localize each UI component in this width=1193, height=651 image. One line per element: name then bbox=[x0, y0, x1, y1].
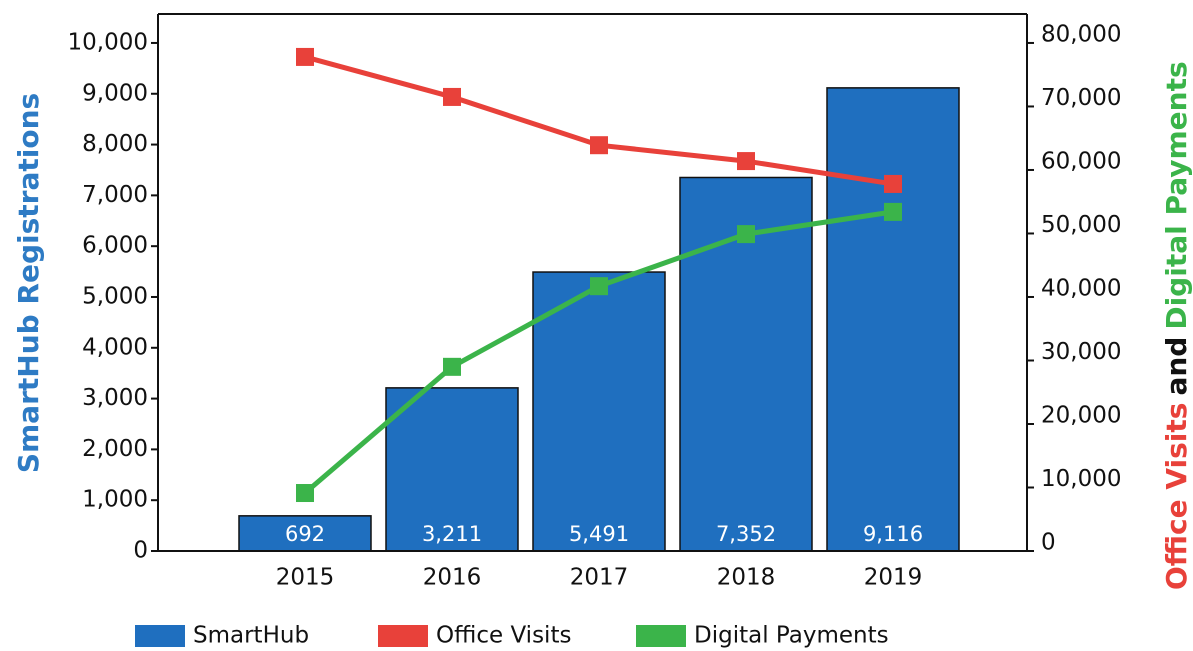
bar bbox=[826, 87, 960, 552]
marker bbox=[884, 174, 902, 193]
data-label: 5,491 bbox=[569, 522, 629, 546]
y2-tick-label: 0 bbox=[1041, 530, 1056, 556]
marker bbox=[737, 225, 755, 244]
line bbox=[304, 54, 894, 187]
y2-axis-title-part: Office Visits bbox=[1160, 403, 1193, 590]
x-tick-label: 2017 bbox=[570, 565, 629, 591]
y-tick-label: 5,000 bbox=[82, 283, 148, 309]
y2-tick-label: 50,000 bbox=[1041, 212, 1121, 238]
y2-tick-label: 40,000 bbox=[1041, 275, 1121, 301]
y2-tick-label: 20,000 bbox=[1041, 402, 1121, 428]
marker bbox=[884, 202, 902, 221]
legend-label: Digital Payments bbox=[694, 623, 889, 649]
y-tick-label: 3,000 bbox=[82, 385, 148, 411]
legend-swatch bbox=[135, 625, 185, 647]
y-tick-label: 10,000 bbox=[68, 29, 148, 55]
x-tick-label: 2019 bbox=[864, 565, 923, 591]
y2-tick-label: 70,000 bbox=[1041, 85, 1121, 111]
x-tick-label: 2015 bbox=[276, 565, 335, 591]
marker bbox=[590, 136, 608, 155]
legend-label: Office Visits bbox=[436, 623, 571, 649]
data-label: 692 bbox=[285, 522, 325, 546]
y2-axis-title-part: Digital Payments bbox=[1160, 61, 1193, 329]
data-label: 7,352 bbox=[716, 522, 776, 546]
data-label: 9,116 bbox=[863, 522, 923, 546]
legend-swatch bbox=[636, 625, 686, 647]
bar bbox=[532, 271, 666, 552]
legend-label: SmartHub bbox=[193, 623, 309, 649]
marker bbox=[296, 47, 314, 66]
y-tick-label: 9,000 bbox=[82, 80, 148, 106]
y2-axis-title-part: and bbox=[1160, 337, 1193, 396]
y-axis-title: SmartHub Registrations bbox=[12, 93, 45, 473]
x-tick-label: 2018 bbox=[717, 565, 776, 591]
marker bbox=[737, 152, 755, 171]
legend-swatch bbox=[378, 625, 428, 647]
y2-tick-label: 30,000 bbox=[1041, 339, 1121, 365]
y-tick-label: 7,000 bbox=[82, 182, 148, 208]
marker bbox=[296, 484, 314, 503]
y2-tick-label: 60,000 bbox=[1041, 148, 1121, 174]
y2-tick-label: 80,000 bbox=[1041, 21, 1121, 47]
bar bbox=[385, 387, 519, 552]
y-tick-label: 2,000 bbox=[82, 436, 148, 462]
data-label: 3,211 bbox=[422, 522, 482, 546]
marker bbox=[443, 357, 461, 376]
y2-axis-title: Office Visits and Digital Payments bbox=[1160, 61, 1193, 590]
marker bbox=[443, 87, 461, 106]
y2-tick-label: 10,000 bbox=[1041, 466, 1121, 492]
bar bbox=[238, 515, 372, 552]
y-tick-label: 0 bbox=[133, 538, 148, 564]
y-tick-label: 8,000 bbox=[82, 131, 148, 157]
marker bbox=[590, 277, 608, 296]
y-tick-label: 4,000 bbox=[82, 334, 148, 360]
x-tick-label: 2016 bbox=[423, 565, 482, 591]
y-tick-label: 1,000 bbox=[82, 487, 148, 513]
y-tick-label: 6,000 bbox=[82, 233, 148, 259]
